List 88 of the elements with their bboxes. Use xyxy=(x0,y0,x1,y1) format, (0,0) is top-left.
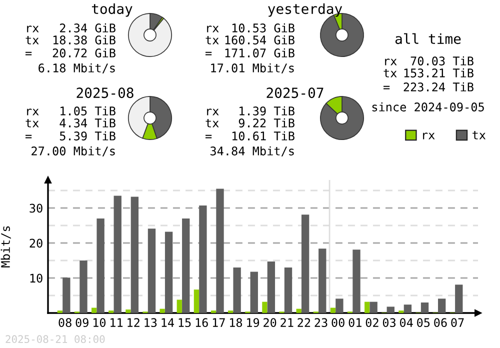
x-tick-label: 11 xyxy=(110,318,123,327)
bar xyxy=(386,306,394,313)
text: = 171.07 GiB xyxy=(206,48,294,58)
x-tick-label: 08 xyxy=(58,318,72,328)
x-tick-label: 13 xyxy=(144,318,157,328)
text: rx 1.05 TiB xyxy=(27,106,116,116)
text: 34.84 Mbit/s xyxy=(210,146,294,156)
y-axis-title: Mbit/s xyxy=(0,226,11,268)
bar xyxy=(455,284,463,313)
bar xyxy=(216,188,224,313)
chart-title: 2025-08 xyxy=(76,88,134,98)
x-tick-label: 22 xyxy=(298,318,310,327)
bar xyxy=(336,298,344,313)
text: tx 9.22 TiB xyxy=(206,118,294,128)
bar xyxy=(233,268,241,313)
bar xyxy=(420,302,429,313)
chart-title: yesterday xyxy=(268,3,342,17)
bar xyxy=(164,232,173,313)
x-tick-label: 12 xyxy=(128,318,140,327)
x-tick-label: 15 xyxy=(178,318,191,328)
text: all time xyxy=(395,33,461,44)
bar xyxy=(364,302,370,313)
x-tick-label: 07 xyxy=(451,318,464,328)
y-tick-label: 10 xyxy=(30,274,42,283)
bar xyxy=(176,300,182,313)
bar xyxy=(438,298,446,313)
x-tick-label: 05 xyxy=(417,318,430,328)
bar xyxy=(318,248,326,313)
x-tick-label: 16 xyxy=(196,318,208,328)
y-tick-label: 20 xyxy=(30,238,42,248)
x-tick-label: 14 xyxy=(162,318,174,327)
x-tick-label: 04 xyxy=(400,318,413,328)
legend-label: tx xyxy=(472,131,486,140)
text: 17.01 Mbit/s xyxy=(211,63,294,74)
bar xyxy=(296,308,302,313)
bar xyxy=(370,302,378,313)
x-tick-label: 17 xyxy=(212,318,225,327)
chart-title: 2025-07 xyxy=(266,88,324,98)
x-tick-label: 10 xyxy=(94,318,106,328)
x-tick-label: 23 xyxy=(314,318,328,328)
bar xyxy=(267,262,276,313)
chart-title: today xyxy=(92,3,132,17)
x-tick-label: 19 xyxy=(247,318,260,328)
text: 6.18 Mbit/s xyxy=(38,63,115,74)
bar xyxy=(352,250,360,313)
bar xyxy=(92,308,97,313)
bar xyxy=(160,308,165,313)
text: since 2024-09-05 xyxy=(372,102,484,112)
text: = 20.72 GiB xyxy=(26,48,116,58)
bar xyxy=(62,278,70,313)
text: rx 70.03 TiB xyxy=(385,56,474,66)
x-tick-label: 20 xyxy=(264,318,276,328)
text: tx 18.38 GiB xyxy=(26,35,116,44)
legend-label: rx xyxy=(423,132,435,140)
x-tick-label: 06 xyxy=(434,318,447,328)
bar xyxy=(96,218,104,313)
text: rx 2.34 GiB xyxy=(27,23,116,32)
bar xyxy=(404,304,412,313)
bar xyxy=(80,260,88,313)
bar xyxy=(130,196,139,313)
x-tick-label: 01 xyxy=(348,318,362,328)
bar xyxy=(194,290,200,313)
bar xyxy=(301,214,310,313)
bar xyxy=(148,228,156,313)
bar xyxy=(330,308,336,313)
text: = 223.24 TiB xyxy=(384,82,474,92)
x-tick-label: 00 xyxy=(332,318,344,328)
text: tx 160.54 GiB xyxy=(206,35,294,44)
text: = 10.61 TiB xyxy=(206,131,294,140)
bar xyxy=(199,206,207,313)
bar xyxy=(262,302,268,313)
bar xyxy=(182,218,190,313)
bar xyxy=(114,196,122,313)
y-tick-label: 30 xyxy=(30,204,42,213)
text: 27.00 Mbit/s xyxy=(32,146,115,156)
x-tick-label: 02 xyxy=(366,318,378,328)
x-tick-label: 09 xyxy=(76,318,88,328)
text: tx 153.21 TiB xyxy=(384,68,474,78)
text: rx 1.39 TiB xyxy=(207,106,294,116)
x-tick-label: 03 xyxy=(382,318,396,328)
bar xyxy=(250,272,258,313)
text: rx 10.53 GiB xyxy=(207,23,294,32)
bar xyxy=(284,268,292,313)
bar xyxy=(126,310,131,313)
text: tx 4.34 TiB xyxy=(26,118,116,128)
text: = 5.39 TiB xyxy=(26,131,116,140)
x-tick-label: 21 xyxy=(280,318,294,327)
x-tick-label: 18 xyxy=(230,318,242,328)
